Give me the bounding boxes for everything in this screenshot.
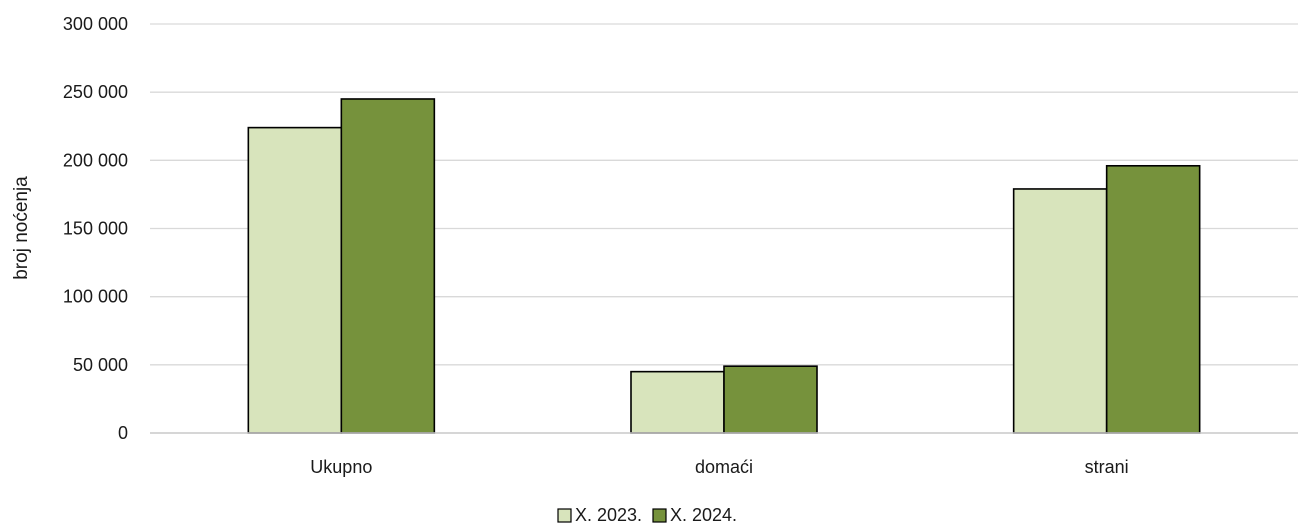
bar-x-2023-0 [247, 126, 343, 434]
x-axis-category-labels: Ukupno domaći strani [310, 457, 1128, 477]
bar-x-2024-0 [340, 98, 436, 434]
bar-x-2024-1 [723, 365, 818, 434]
bars [247, 98, 1201, 434]
legend-swatch [652, 508, 667, 523]
y-tick-label: 200 000 [63, 150, 128, 170]
bar-x-2024-2 [1105, 164, 1201, 434]
category-label: Ukupno [310, 457, 372, 477]
category-label: domaći [695, 457, 753, 477]
y-tick-label: 0 [118, 423, 128, 443]
y-axis-tick-labels: 0 50 000 100 000 150 000 200 000 250 000 300 0… [63, 14, 128, 443]
y-tick-label: 300 000 [63, 14, 128, 34]
bar-x-2023-2 [1012, 188, 1108, 434]
y-tick-label: 250 000 [63, 82, 128, 102]
y-tick-label: 50 000 [73, 355, 128, 375]
category-label: strani [1085, 457, 1129, 477]
legend-label: X. 2023. [575, 505, 642, 525]
bar-x-2023-1 [630, 370, 725, 434]
y-tick-label: 150 000 [63, 219, 128, 239]
legend-swatch [557, 508, 572, 523]
legend-label: X. 2024. [670, 505, 737, 525]
y-axis-title: broj noćenja [11, 176, 32, 280]
y-tick-label: 100 000 [63, 287, 128, 307]
legend: X. 2023. X. 2024. [557, 505, 737, 525]
